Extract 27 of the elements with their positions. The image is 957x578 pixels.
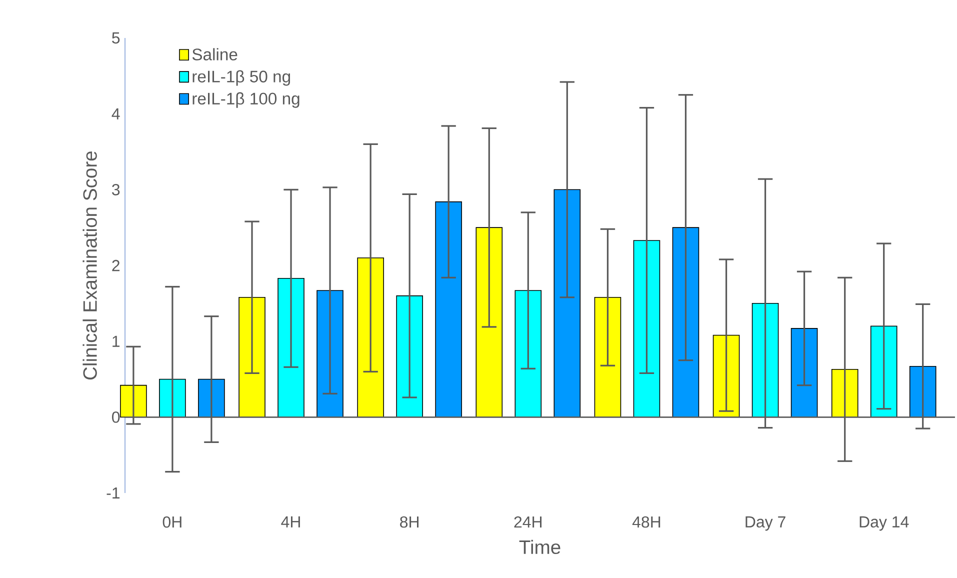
y-tick-label: 5	[112, 32, 120, 44]
bar	[554, 189, 581, 418]
y-tick-label: 4	[112, 108, 120, 120]
x-tick-label: 0H	[162, 516, 182, 528]
y-tick-label: 0	[112, 412, 120, 423]
bar	[120, 384, 147, 418]
bar	[198, 378, 225, 418]
y-axis-title: Clinical Examination Score	[82, 151, 97, 380]
y-tick-label: 3	[112, 184, 120, 196]
x-tick-label: Day 7	[746, 516, 786, 531]
bar	[159, 378, 186, 418]
y-tick-label: 2	[112, 260, 120, 272]
legend-label: reIL-1β 100 ng	[192, 92, 300, 108]
bar	[435, 201, 462, 418]
x-tick-label: Day 14	[860, 516, 909, 531]
legend-label: Saline	[192, 48, 238, 60]
bar	[752, 303, 779, 418]
x-tick-label: 8H	[400, 516, 418, 528]
x-tick-label: 24H	[514, 516, 542, 528]
legend-label: reIL-1β 50 ng	[192, 70, 290, 86]
y-tick-label: 1	[112, 336, 120, 347]
x-tick-label: 48H	[632, 516, 660, 528]
y-tick-label: -1	[106, 487, 120, 498]
bar	[909, 366, 936, 418]
x-axis-title: Time	[519, 540, 560, 554]
bar	[831, 368, 858, 418]
x-tick-label: 4H	[281, 516, 300, 528]
